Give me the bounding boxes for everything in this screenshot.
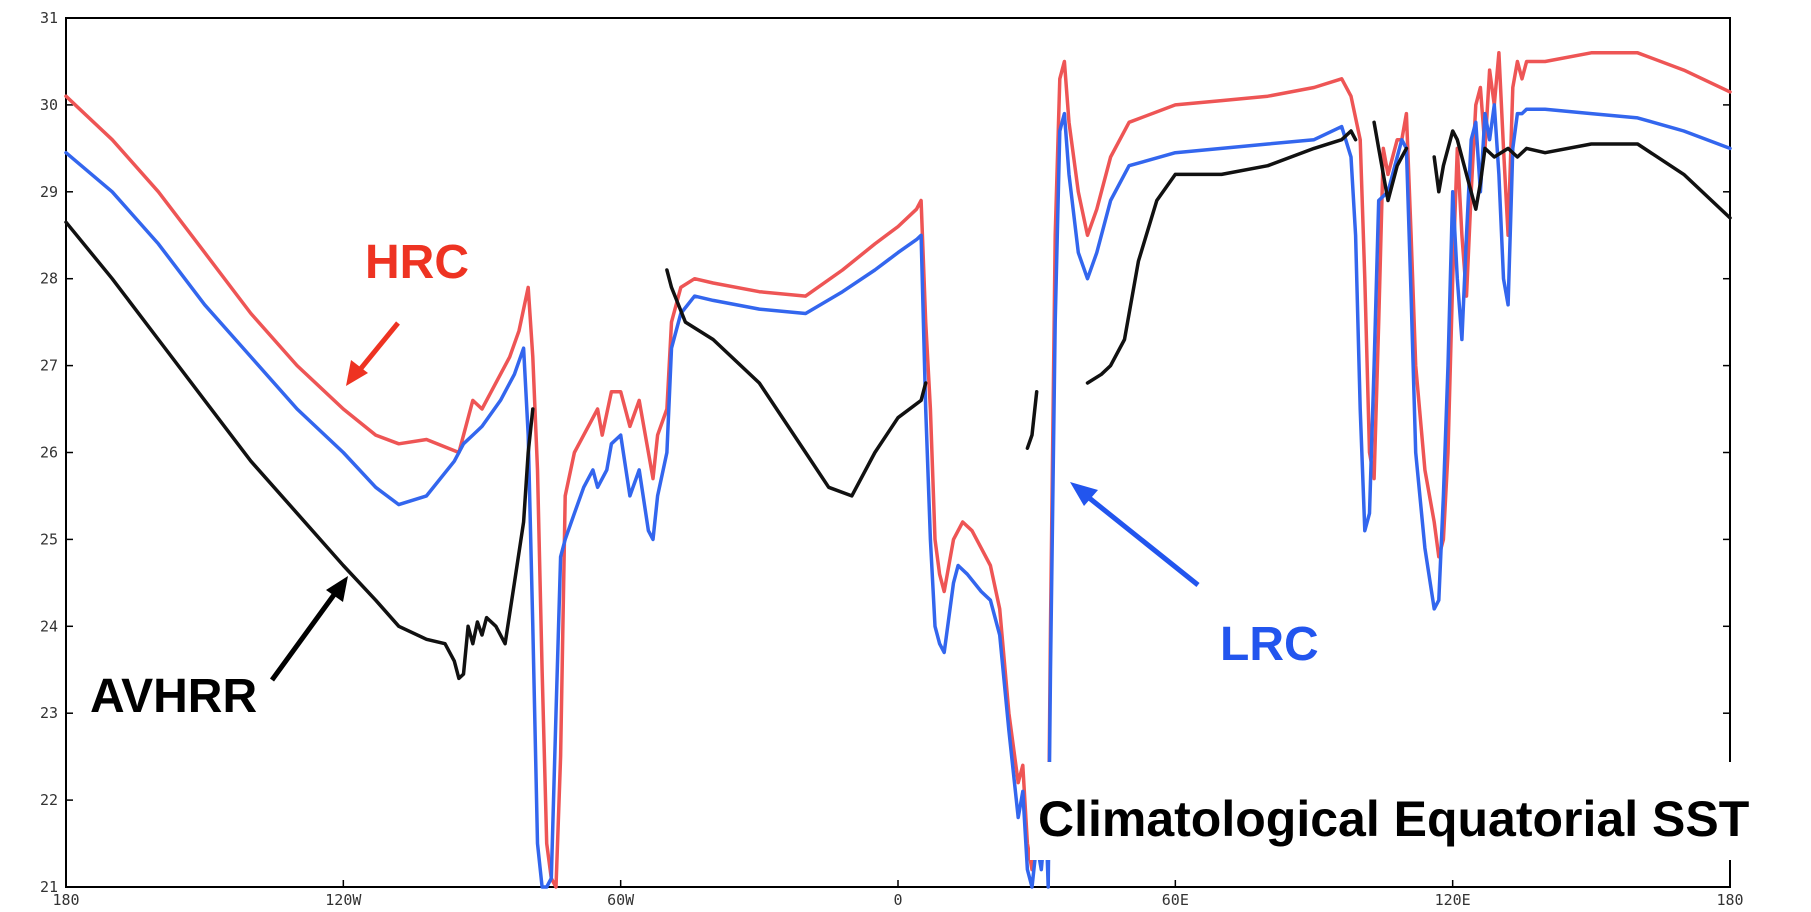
hrc-label: HRC (365, 236, 469, 289)
x-tick-label: 120E (1435, 891, 1471, 909)
chart-title: Climatological Equatorial SST (1038, 791, 1749, 847)
x-tick-label: 120W (325, 891, 362, 909)
y-tick-label: 29 (40, 183, 58, 201)
series-line-avhrr (64, 220, 535, 681)
x-tick-label: 0 (893, 891, 902, 909)
series-layer (64, 51, 1732, 889)
y-tick-label: 30 (40, 96, 58, 114)
y-tick-label: 31 (40, 9, 58, 27)
series-line-avhrr (1432, 129, 1732, 220)
series-line-avhrr (665, 268, 928, 498)
y-axis-ticks: 21 22 23 24 25 26 27 28 29 30 31 (40, 9, 1730, 896)
y-tick-label: 26 (40, 444, 58, 462)
x-tick-label: 60W (607, 891, 635, 909)
y-tick-label: 25 (40, 530, 58, 548)
x-axis-ticks: 180 120W 60W 0 60E 120E 180 (52, 880, 1744, 909)
x-tick-label: 60E (1162, 891, 1189, 909)
avhrr-label: AVHRR (90, 670, 257, 723)
y-tick-label: 21 (40, 878, 58, 896)
series-line-avhrr (1085, 129, 1358, 385)
y-tick-label: 24 (40, 617, 58, 635)
x-tick-label: 180 (52, 891, 79, 909)
lrc-arrow (1070, 482, 1200, 587)
y-tick-label: 22 (40, 791, 58, 809)
series-line-hrc (64, 51, 1732, 889)
x-tick-label: 180 (1716, 891, 1743, 909)
y-tick-label: 23 (40, 704, 58, 722)
avhrr-arrow (269, 576, 348, 682)
y-tick-label: 27 (40, 357, 58, 375)
series-line-avhrr (1372, 120, 1409, 203)
series-line-avhrr (1025, 389, 1039, 450)
hrc-arrow (346, 321, 400, 386)
series-line-lrc (64, 103, 1732, 889)
y-tick-label: 28 (40, 270, 58, 288)
title-backdrop (1030, 762, 1811, 860)
lrc-label: LRC (1220, 618, 1319, 671)
